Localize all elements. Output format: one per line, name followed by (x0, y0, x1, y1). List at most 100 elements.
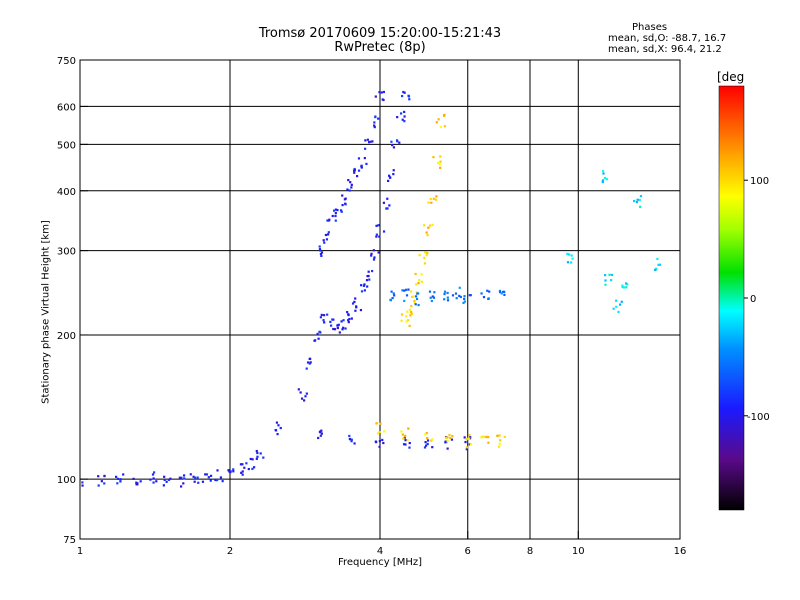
echo-point (346, 310, 349, 314)
echo-point (503, 290, 506, 293)
echo-point (501, 290, 505, 293)
echo-point (239, 463, 243, 466)
echo-point (320, 313, 323, 317)
echo-point (465, 446, 469, 449)
echo-series (81, 449, 265, 488)
echo-point (382, 230, 386, 233)
echo-point (610, 273, 613, 277)
echo-point (377, 251, 380, 254)
echo-point (382, 201, 385, 204)
echo-point (353, 167, 356, 171)
echo-point (245, 462, 248, 465)
echo-point (341, 203, 344, 207)
echo-point (459, 295, 462, 299)
echo-point (444, 441, 447, 444)
echo-point (165, 480, 168, 483)
echo-point (386, 207, 389, 210)
echo-point (319, 434, 322, 437)
echo-point (350, 317, 353, 320)
echo-point (326, 233, 330, 236)
echo-point (442, 114, 446, 117)
echo-point (401, 433, 404, 436)
echo-point (375, 422, 378, 425)
echo-point (401, 289, 404, 292)
echo-point (319, 252, 323, 256)
echo-point (221, 480, 224, 483)
echo-point (192, 475, 195, 478)
echo-point (324, 233, 328, 237)
echo-point (115, 475, 118, 478)
echo-point (179, 485, 183, 488)
echo-point (420, 273, 423, 276)
echo-point (485, 435, 488, 439)
echo-point (367, 270, 370, 273)
echo-point (371, 140, 374, 143)
echo-point (410, 304, 413, 308)
phases-heading: Phases (632, 22, 668, 33)
echo-point (467, 437, 470, 440)
echo-point (342, 326, 345, 329)
colorbar-tick-label: 100 (750, 176, 769, 187)
echo-point (348, 317, 351, 321)
echo-point (621, 285, 624, 289)
echo-point (119, 478, 122, 481)
echo-point (426, 439, 430, 442)
echo-point (318, 248, 322, 251)
echo-point (401, 118, 404, 121)
echo-point (389, 176, 392, 179)
echo-point (464, 440, 467, 444)
echo-point (450, 438, 454, 441)
echo-point (375, 440, 378, 444)
echo-point (369, 140, 372, 143)
echo-point (635, 200, 639, 204)
echo-point (654, 268, 657, 272)
echo-point (658, 263, 662, 266)
colorbar-tick-label: 0 (750, 294, 756, 305)
echo-point (443, 125, 446, 128)
echo-point (410, 310, 413, 314)
grid-layer (80, 60, 680, 539)
echo-point (405, 320, 408, 323)
echo-point (626, 283, 629, 286)
echo-point (205, 473, 209, 476)
echo-point (308, 357, 311, 361)
echo-point (455, 297, 458, 300)
echo-point (344, 203, 347, 206)
echo-point (326, 313, 329, 316)
echo-point (227, 469, 230, 472)
y-tick-label: 300 (57, 247, 76, 258)
echo-point (81, 484, 84, 487)
echo-point (405, 315, 408, 318)
echo-point (488, 290, 491, 293)
echo-point (407, 427, 410, 430)
echo-point (204, 473, 207, 476)
echo-point (317, 436, 320, 440)
echo-point (375, 224, 378, 227)
echo-point (499, 439, 502, 442)
echo-point (350, 183, 353, 186)
echo-point (347, 313, 350, 317)
echo-point (259, 452, 262, 455)
echo-point (403, 289, 406, 292)
echo-point (333, 209, 336, 212)
echo-point (119, 480, 122, 483)
echo-point (276, 432, 279, 436)
echo-point (610, 279, 613, 282)
echo-point (180, 476, 183, 479)
echo-point (379, 422, 382, 425)
echo-point (316, 332, 319, 336)
echo-series (389, 286, 506, 307)
echo-point (339, 209, 343, 212)
echo-point (334, 219, 337, 222)
echo-point (400, 319, 403, 322)
echo-point (617, 310, 620, 314)
echo-point (327, 219, 330, 222)
echo-point (255, 457, 258, 460)
echo-point (496, 434, 499, 437)
echo-point (400, 112, 403, 115)
echo-point (407, 319, 410, 322)
echo-point (241, 470, 244, 473)
echo-point (340, 320, 343, 323)
echo-point (409, 314, 412, 317)
echo-point (391, 143, 394, 147)
